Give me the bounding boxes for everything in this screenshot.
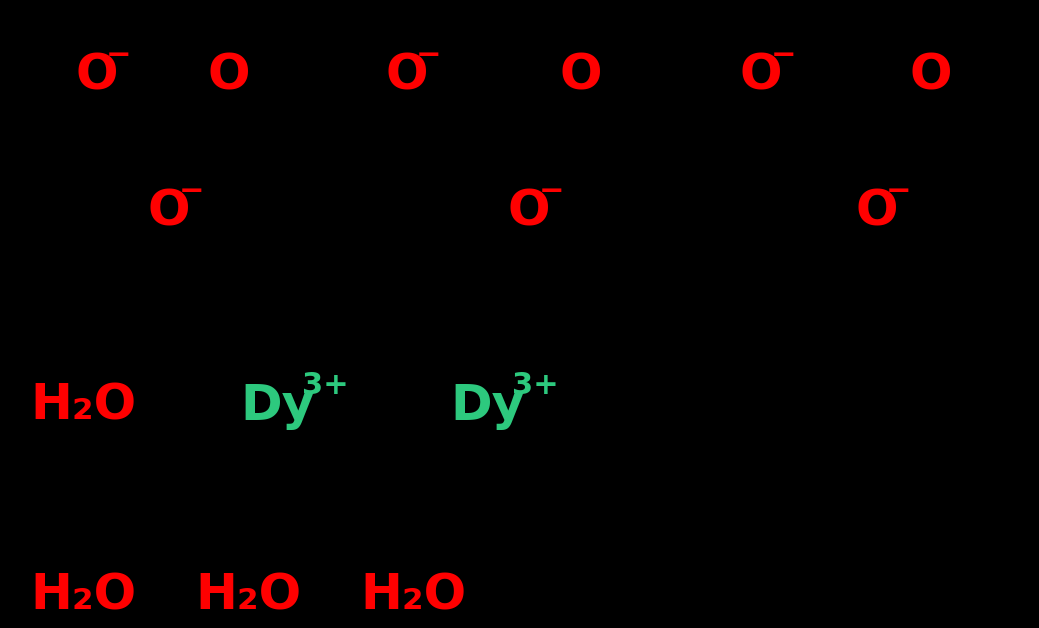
Text: Dy: Dy: [450, 382, 525, 430]
Text: H₂O: H₂O: [359, 572, 467, 620]
Text: −: −: [106, 41, 132, 70]
Text: H₂O: H₂O: [30, 572, 136, 620]
Text: O: O: [75, 52, 117, 100]
Text: O: O: [385, 52, 427, 100]
Text: O: O: [148, 188, 190, 236]
Text: O: O: [855, 188, 898, 236]
Text: H₂O: H₂O: [30, 382, 136, 430]
Text: −: −: [771, 41, 797, 70]
Text: −: −: [416, 41, 442, 70]
Text: H₂O: H₂O: [195, 572, 301, 620]
Text: O: O: [508, 188, 551, 236]
Text: Dy: Dy: [240, 382, 314, 430]
Text: O: O: [208, 52, 250, 100]
Text: −: −: [179, 177, 205, 207]
Text: −: −: [886, 177, 911, 207]
Text: O: O: [910, 52, 953, 100]
Text: 3+: 3+: [302, 371, 349, 400]
Text: O: O: [740, 52, 782, 100]
Text: 3+: 3+: [512, 371, 559, 400]
Text: −: −: [539, 177, 564, 207]
Text: O: O: [560, 52, 603, 100]
